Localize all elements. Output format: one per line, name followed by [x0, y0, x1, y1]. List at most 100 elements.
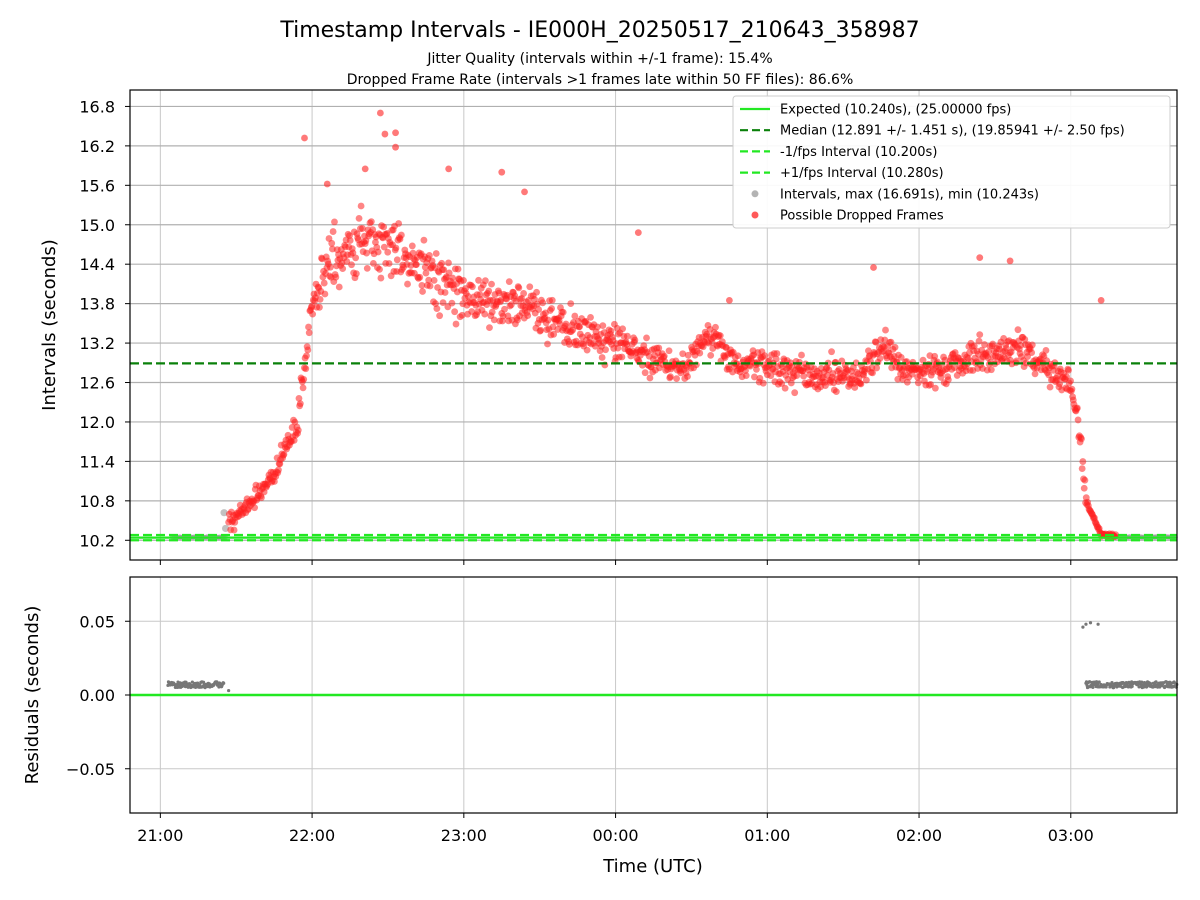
dropped-frame-point	[251, 504, 258, 512]
dropped-frame-point	[393, 256, 401, 264]
dropped-frame-point	[416, 273, 424, 281]
dropped-frame-point	[548, 296, 556, 304]
dropped-frame-point	[419, 288, 426, 295]
dropped-frame-point	[599, 322, 607, 330]
dropped-frame-point	[535, 306, 543, 313]
dropped-frame-point	[679, 350, 687, 358]
dropped-frame-point	[631, 336, 639, 344]
dropped-frame-point	[377, 274, 385, 282]
top-y-tick-label: 10.2	[79, 531, 115, 550]
legend-entry: Intervals, max (16.691s), min (10.243s)	[751, 187, 1039, 202]
dropped-frame-point	[320, 279, 328, 287]
dropped-frame-point	[1073, 404, 1081, 412]
dropped-frame-point	[742, 367, 749, 374]
bottom-y-tick-label: 0.00	[79, 686, 115, 705]
dropped-frame-point	[486, 324, 493, 332]
dropped-frame-point	[511, 292, 519, 300]
dropped-frame-point	[488, 280, 495, 288]
x-tick-label: 02:00	[896, 826, 942, 845]
dropped-frame-point	[432, 250, 440, 257]
residual-point	[222, 681, 226, 685]
dropped-frame-point	[409, 249, 417, 257]
residual-point	[1081, 625, 1085, 629]
dropped-frame-point	[526, 283, 534, 291]
dropped-frame-point	[1021, 335, 1029, 343]
dropped-frame-point	[868, 364, 876, 372]
dropped-frame-point	[734, 352, 742, 360]
dropped-frame-point	[355, 215, 363, 222]
dropped-frame-point	[422, 269, 430, 277]
residual-point	[1110, 681, 1114, 685]
dropped-frame-point	[294, 426, 302, 434]
dropped-frame-point	[361, 165, 369, 173]
dropped-frame-point	[798, 351, 805, 359]
dropped-frame-point	[985, 348, 993, 356]
legend-label: +1/fps Interval (10.280s)	[780, 166, 944, 181]
dropped-frame-point	[425, 276, 433, 284]
dropped-frame-point	[1056, 380, 1064, 388]
dropped-frame-point	[1074, 416, 1082, 424]
dropped-frame-point	[753, 365, 760, 373]
dropped-frame-point	[481, 310, 489, 318]
top-y-tick-label: 14.4	[79, 255, 115, 274]
legend-label: Median (12.891 +/- 1.451 s), (19.85941 +…	[780, 124, 1125, 139]
dropped-frame-point	[1006, 257, 1014, 265]
dropped-frame-point	[1042, 346, 1050, 354]
residual-point	[1088, 621, 1093, 625]
dropped-frame-point	[359, 225, 366, 232]
dropped-frame-point	[873, 364, 881, 372]
x-tick-label: 23:00	[441, 826, 487, 845]
residual-point	[1140, 680, 1144, 684]
dropped-frame-point	[583, 346, 591, 354]
top-y-tick-label: 12.0	[79, 413, 115, 432]
dropped-frame-point	[458, 311, 466, 319]
dropped-frame-point	[323, 180, 331, 188]
dropped-frame-point	[870, 264, 877, 271]
dropped-frame-point	[537, 326, 545, 334]
dropped-frame-point	[380, 223, 388, 231]
dropped-frame-point	[296, 400, 304, 408]
dropped-frame-point	[894, 375, 902, 383]
dropped-frame-point	[707, 351, 715, 359]
dropped-frame-point	[857, 380, 865, 388]
legend-entry: -1/fps Interval (10.200s)	[740, 145, 937, 160]
residual-point	[1097, 680, 1101, 684]
dropped-frame-point	[374, 248, 382, 256]
dropped-frame-point	[882, 326, 889, 334]
residuals-plot: −0.05 0.00 0.05	[66, 576, 1179, 814]
dropped-frame-point	[822, 382, 829, 390]
dropped-frame-point	[1078, 465, 1086, 472]
dropped-frame-point	[357, 202, 365, 210]
dropped-frame-point	[852, 359, 860, 367]
dropped-frame-point	[488, 308, 496, 316]
dropped-frame-point	[614, 344, 622, 352]
top-y-tick-label: 16.8	[79, 97, 115, 116]
dropped-frame-point	[787, 379, 795, 387]
dropped-frame-point	[460, 276, 467, 284]
dropped-frame-point	[655, 344, 663, 352]
x-tick-label: 01:00	[744, 826, 790, 845]
dropped-frame-point	[397, 231, 405, 239]
dropped-frame-point	[989, 340, 997, 348]
dropped-frame-point	[376, 265, 383, 273]
residual-point	[1130, 684, 1134, 689]
residual-point	[227, 688, 231, 693]
dropped-frame-point	[1014, 326, 1022, 334]
dropped-frame-point	[301, 134, 308, 142]
dropped-frame-point	[521, 188, 528, 196]
dropped-frame-point	[1068, 385, 1076, 393]
dropped-frame-point	[673, 375, 680, 383]
dropped-frame-point	[305, 329, 313, 337]
dropped-frame-point	[624, 332, 631, 340]
dropped-frame-point	[533, 288, 540, 296]
dropped-frame-point	[548, 305, 556, 312]
dropped-frame-point	[392, 143, 399, 151]
dropped-frame-point	[326, 263, 334, 271]
dropped-frame-point	[975, 337, 983, 345]
dropped-frame-point	[623, 340, 631, 348]
dropped-frame-point	[439, 299, 447, 306]
dropped-frame-point	[761, 352, 769, 360]
top-y-axis-label: Intervals (seconds)	[39, 239, 60, 411]
dropped-frame-point	[550, 330, 558, 338]
dropped-frame-point	[1081, 476, 1089, 484]
